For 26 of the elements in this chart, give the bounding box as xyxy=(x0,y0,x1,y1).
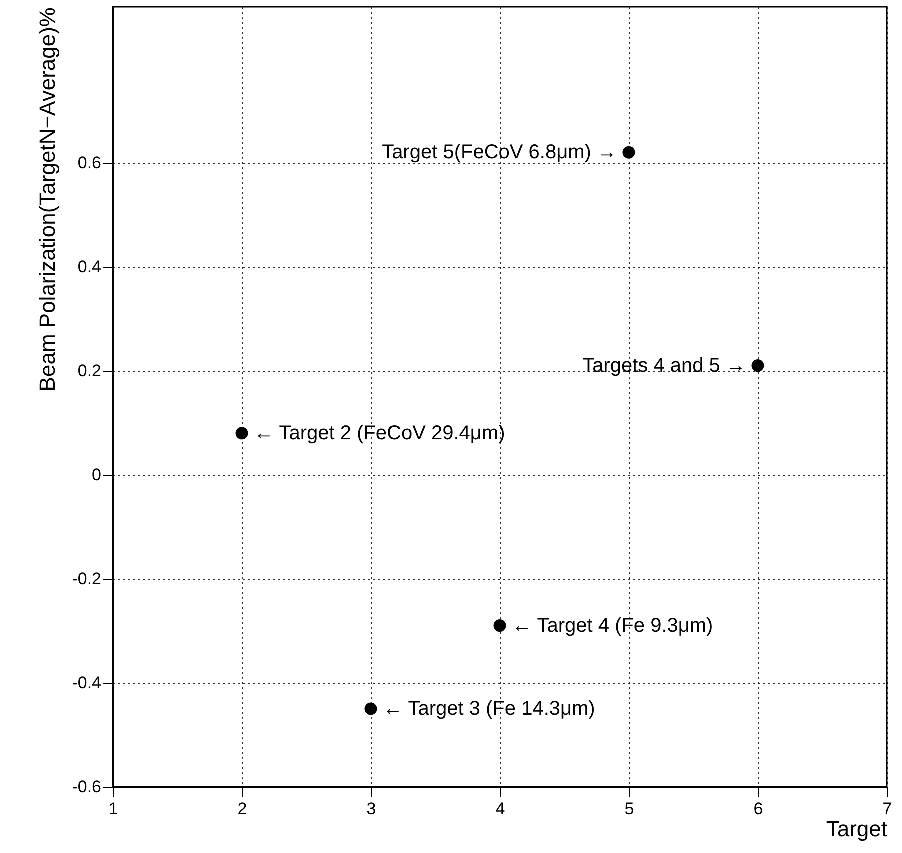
annotation: Target 5(FeCoV 6.8μm) → xyxy=(382,142,617,164)
x-tick-label: 7 xyxy=(882,800,892,818)
x-tick-label: 4 xyxy=(496,800,506,818)
point xyxy=(236,427,248,440)
y-tick-label: 0 xyxy=(92,466,102,484)
y-tick-label: 0.4 xyxy=(78,258,102,276)
annotation: ← Target 3 (Fe 14.3μm) xyxy=(383,698,596,720)
annotation: ← Target 2 (FeCoV 29.4μm) xyxy=(254,422,506,444)
annotation: ← Target 4 (Fe 9.3μm) xyxy=(512,614,714,637)
y-tick-label: -0.2 xyxy=(72,570,102,588)
x-tick-label: 5 xyxy=(624,800,634,818)
x-axis-title: Target xyxy=(826,816,888,842)
x-tick-label: 3 xyxy=(366,800,376,818)
point xyxy=(752,360,764,372)
x-tick-label: 1 xyxy=(108,800,118,818)
y-tick-label: 0.2 xyxy=(78,362,102,380)
point xyxy=(622,146,636,159)
point xyxy=(364,702,378,716)
x-tick-label: 2 xyxy=(238,800,248,818)
y-axis-title: Beam Polarization(TargetN−Average)% xyxy=(35,8,60,392)
point xyxy=(494,620,506,632)
annotation: Targets 4 and 5 → xyxy=(582,354,746,377)
x-tick-label: 6 xyxy=(754,800,764,818)
y-tick-label: -0.4 xyxy=(72,674,102,692)
y-tick-label: 0.6 xyxy=(78,154,102,172)
y-tick-label: -0.6 xyxy=(72,778,102,796)
